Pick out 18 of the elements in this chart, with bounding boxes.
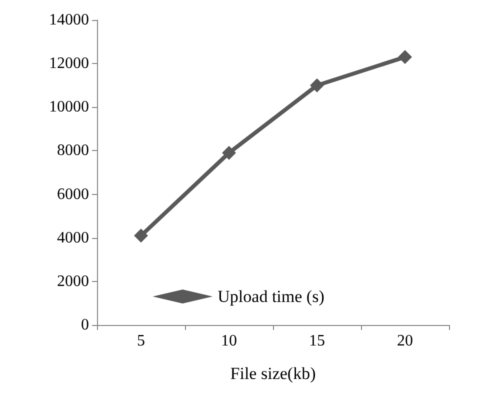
y-tick-label: 0 (81, 316, 89, 334)
y-tick-label: 14000 (49, 12, 89, 28)
x-tick-label: 10 (221, 332, 237, 350)
point (398, 50, 412, 64)
x-tick-label: 20 (397, 332, 413, 350)
x-tick-label: 15 (309, 332, 325, 350)
y-tick-label: 6000 (57, 186, 89, 203)
y-tick-label: 2000 (57, 272, 89, 290)
point (134, 228, 148, 243)
y-tick-label: 10000 (49, 98, 89, 116)
y-tick-label: 4000 (57, 229, 89, 246)
legend-label: Upload time (s) (218, 287, 324, 306)
point (310, 78, 324, 92)
y-tick-label: 12000 (49, 55, 89, 72)
point (222, 146, 236, 160)
x-axis-title: File size(kb) (230, 364, 316, 383)
y-tick-label: 8000 (57, 142, 89, 160)
x-tick-label: 5 (137, 332, 145, 350)
